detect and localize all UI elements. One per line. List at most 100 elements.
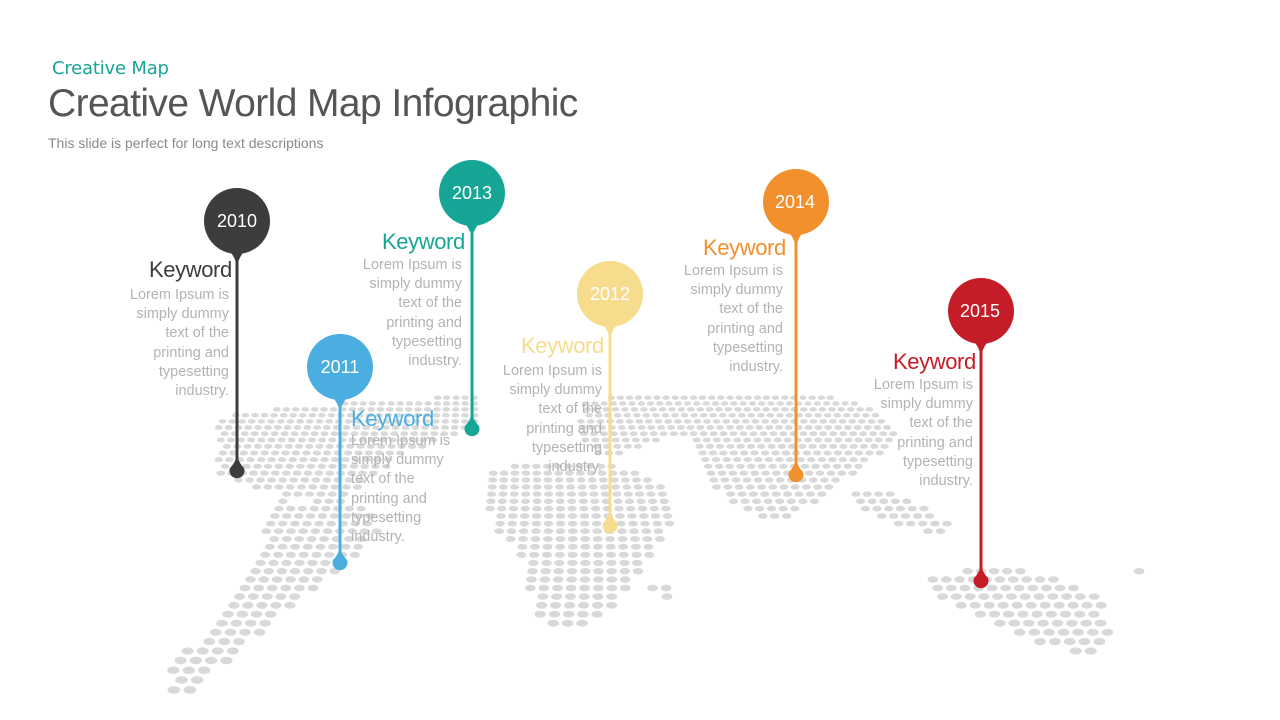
map-dot bbox=[1066, 619, 1078, 627]
map-dot bbox=[656, 401, 664, 406]
map-dot bbox=[323, 450, 332, 456]
map-dot bbox=[654, 419, 663, 424]
map-dot bbox=[519, 520, 530, 527]
map-dot bbox=[619, 568, 631, 575]
map-dot bbox=[261, 528, 272, 535]
map-dot bbox=[328, 463, 337, 469]
map-dot bbox=[760, 491, 770, 497]
pin-marker-2010 bbox=[204, 188, 270, 479]
map-dot bbox=[1033, 593, 1045, 600]
map-dot bbox=[518, 536, 529, 542]
map-dot bbox=[216, 470, 226, 476]
map-dot bbox=[644, 484, 654, 490]
map-dot bbox=[693, 419, 702, 424]
map-dot bbox=[451, 407, 460, 412]
map-dot bbox=[316, 568, 327, 575]
map-dot bbox=[236, 610, 248, 618]
map-dot bbox=[576, 477, 586, 483]
map-dot bbox=[554, 477, 564, 483]
map-dot bbox=[616, 395, 625, 400]
map-dot bbox=[564, 463, 573, 469]
map-dot bbox=[706, 470, 716, 476]
map-dot bbox=[722, 457, 731, 463]
map-dot bbox=[867, 498, 877, 505]
map-dot bbox=[619, 431, 628, 437]
description-2012: Lorem Ipsum is simply dummy text of the … bbox=[502, 363, 602, 476]
map-dot bbox=[581, 437, 590, 443]
map-dot bbox=[589, 491, 599, 497]
map-dot bbox=[521, 463, 531, 469]
map-dot bbox=[349, 551, 360, 558]
map-dot bbox=[734, 484, 744, 490]
map-dot bbox=[641, 528, 652, 535]
map-dot bbox=[424, 401, 432, 406]
map-dot bbox=[735, 395, 743, 400]
map-dot bbox=[759, 431, 768, 437]
map-dot bbox=[877, 419, 886, 424]
map-dot bbox=[404, 407, 413, 412]
map-dot bbox=[748, 491, 759, 497]
map-dot bbox=[585, 413, 593, 418]
map-dot bbox=[487, 484, 497, 490]
map-dot bbox=[294, 584, 305, 592]
map-dot bbox=[371, 463, 380, 469]
map-dot bbox=[358, 470, 367, 476]
map-dot bbox=[461, 395, 469, 400]
map-dot bbox=[736, 443, 745, 449]
map-dot bbox=[766, 413, 775, 418]
map-dot bbox=[499, 477, 509, 483]
map-dot bbox=[320, 457, 329, 463]
map-dot bbox=[381, 463, 391, 469]
map-dot bbox=[893, 520, 904, 527]
map-dot bbox=[1069, 647, 1082, 655]
map-dot bbox=[506, 528, 517, 535]
map-dot bbox=[709, 413, 717, 418]
map-dot bbox=[526, 576, 537, 583]
map-dot bbox=[683, 419, 692, 424]
map-dot bbox=[590, 505, 601, 512]
map-dot bbox=[624, 498, 635, 505]
map-dot bbox=[589, 431, 598, 437]
map-dot bbox=[804, 401, 812, 406]
map-dot bbox=[329, 407, 338, 412]
map-dot bbox=[597, 470, 607, 476]
map-dot bbox=[817, 395, 825, 400]
map-dot bbox=[687, 407, 695, 412]
map-dot bbox=[856, 498, 866, 505]
map-dot bbox=[368, 401, 377, 406]
map-dot bbox=[817, 491, 827, 497]
map-dot bbox=[249, 470, 258, 476]
map-dot bbox=[617, 425, 626, 430]
map-dot bbox=[494, 528, 505, 535]
map-dot bbox=[630, 536, 640, 542]
map-dot bbox=[344, 505, 354, 512]
map-dot bbox=[1072, 628, 1084, 636]
map-dot bbox=[994, 619, 1006, 627]
map-dot bbox=[712, 484, 722, 490]
map-dot bbox=[289, 593, 301, 600]
map-dot bbox=[1031, 610, 1043, 618]
map-dot bbox=[239, 450, 248, 456]
map-dot bbox=[577, 419, 585, 424]
map-dot bbox=[239, 628, 251, 636]
map-dot bbox=[263, 463, 273, 469]
map-dot bbox=[625, 395, 634, 400]
map-dot bbox=[804, 470, 814, 476]
map-dot bbox=[245, 576, 256, 583]
pin-year-2014: 2014 bbox=[774, 192, 816, 212]
map-dot bbox=[983, 601, 995, 609]
map-dot bbox=[241, 413, 250, 418]
map-dot bbox=[532, 463, 541, 469]
map-dot bbox=[583, 407, 592, 412]
map-dot bbox=[488, 470, 498, 476]
map-dot bbox=[580, 543, 591, 550]
map-dot bbox=[619, 559, 630, 567]
map-dot bbox=[820, 477, 829, 483]
map-dot bbox=[1133, 568, 1145, 575]
map-dot bbox=[270, 413, 278, 418]
map-dot bbox=[373, 457, 382, 463]
map-dot bbox=[618, 543, 629, 550]
map-dot bbox=[313, 425, 321, 430]
map-dot bbox=[554, 559, 565, 567]
